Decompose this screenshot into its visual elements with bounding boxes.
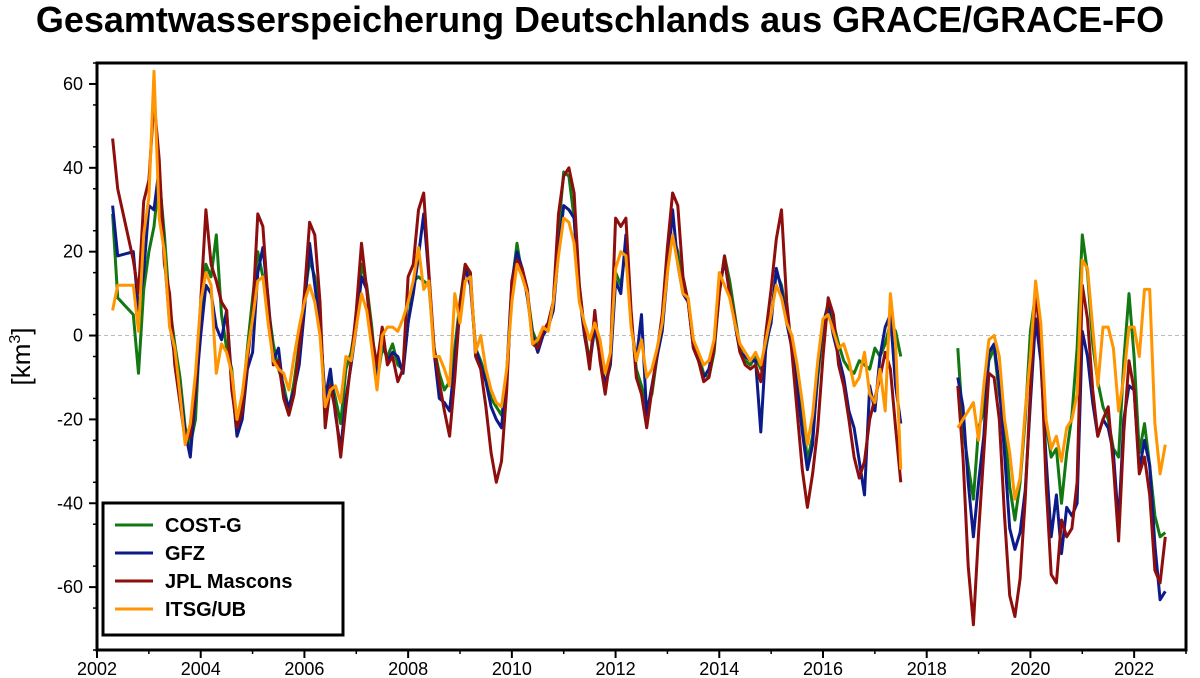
series-line-itsg-ub-0 bbox=[111, 69, 903, 470]
x-tick-label: 2012 bbox=[596, 659, 636, 678]
y-tick-label: -60 bbox=[57, 577, 83, 597]
x-tick-label: 2016 bbox=[803, 659, 843, 678]
y-axis-label: [km3] bbox=[6, 327, 36, 385]
series-layer bbox=[111, 69, 1167, 627]
x-tick-label: 2004 bbox=[181, 659, 221, 678]
legend-label: JPL Mascons bbox=[165, 571, 292, 593]
legend-label: COST-G bbox=[165, 515, 242, 537]
y-axis-label-main: [km bbox=[6, 344, 36, 386]
x-tick-label: 2010 bbox=[492, 659, 532, 678]
x-tick-label: 2008 bbox=[388, 659, 428, 678]
x-tick-label: 2014 bbox=[699, 659, 739, 678]
legend-label: ITSG/UB bbox=[165, 599, 246, 621]
y-tick-label: -40 bbox=[57, 493, 83, 513]
y-tick-label: 20 bbox=[63, 242, 83, 262]
y-axis-label-close: ] bbox=[6, 327, 36, 334]
y-tick-label: 40 bbox=[63, 158, 83, 178]
x-tick-label: 2018 bbox=[907, 659, 947, 678]
series-line-jpl-mascons-1 bbox=[956, 283, 1167, 627]
x-tick-label: 2020 bbox=[1010, 659, 1050, 678]
series-line-gfz-1 bbox=[956, 317, 1167, 602]
axis-layer: 2002 2004 2006 2008 2010 2012 2014 2016 2018 2020… bbox=[57, 62, 1187, 678]
chart-title: Gesamtwasserspeicherung Deutschlands aus… bbox=[35, 0, 1165, 40]
y-axis-label-sup: 3 bbox=[7, 335, 24, 344]
legend: COST-G GFZ JPL Mascons ITSG/UB bbox=[101, 501, 345, 637]
y-tick-label: 0 bbox=[73, 326, 83, 346]
x-tick-label: 2002 bbox=[77, 659, 117, 678]
y-tick-label: -20 bbox=[57, 409, 83, 429]
series-line-cost-g-1 bbox=[956, 233, 1167, 539]
x-tick-label: 2006 bbox=[284, 659, 324, 678]
series-line-itsg-ub-1 bbox=[956, 258, 1167, 501]
x-tick-label: 2022 bbox=[1114, 659, 1154, 678]
legend-label: GFZ bbox=[165, 543, 205, 565]
y-tick-label: 60 bbox=[63, 74, 83, 94]
